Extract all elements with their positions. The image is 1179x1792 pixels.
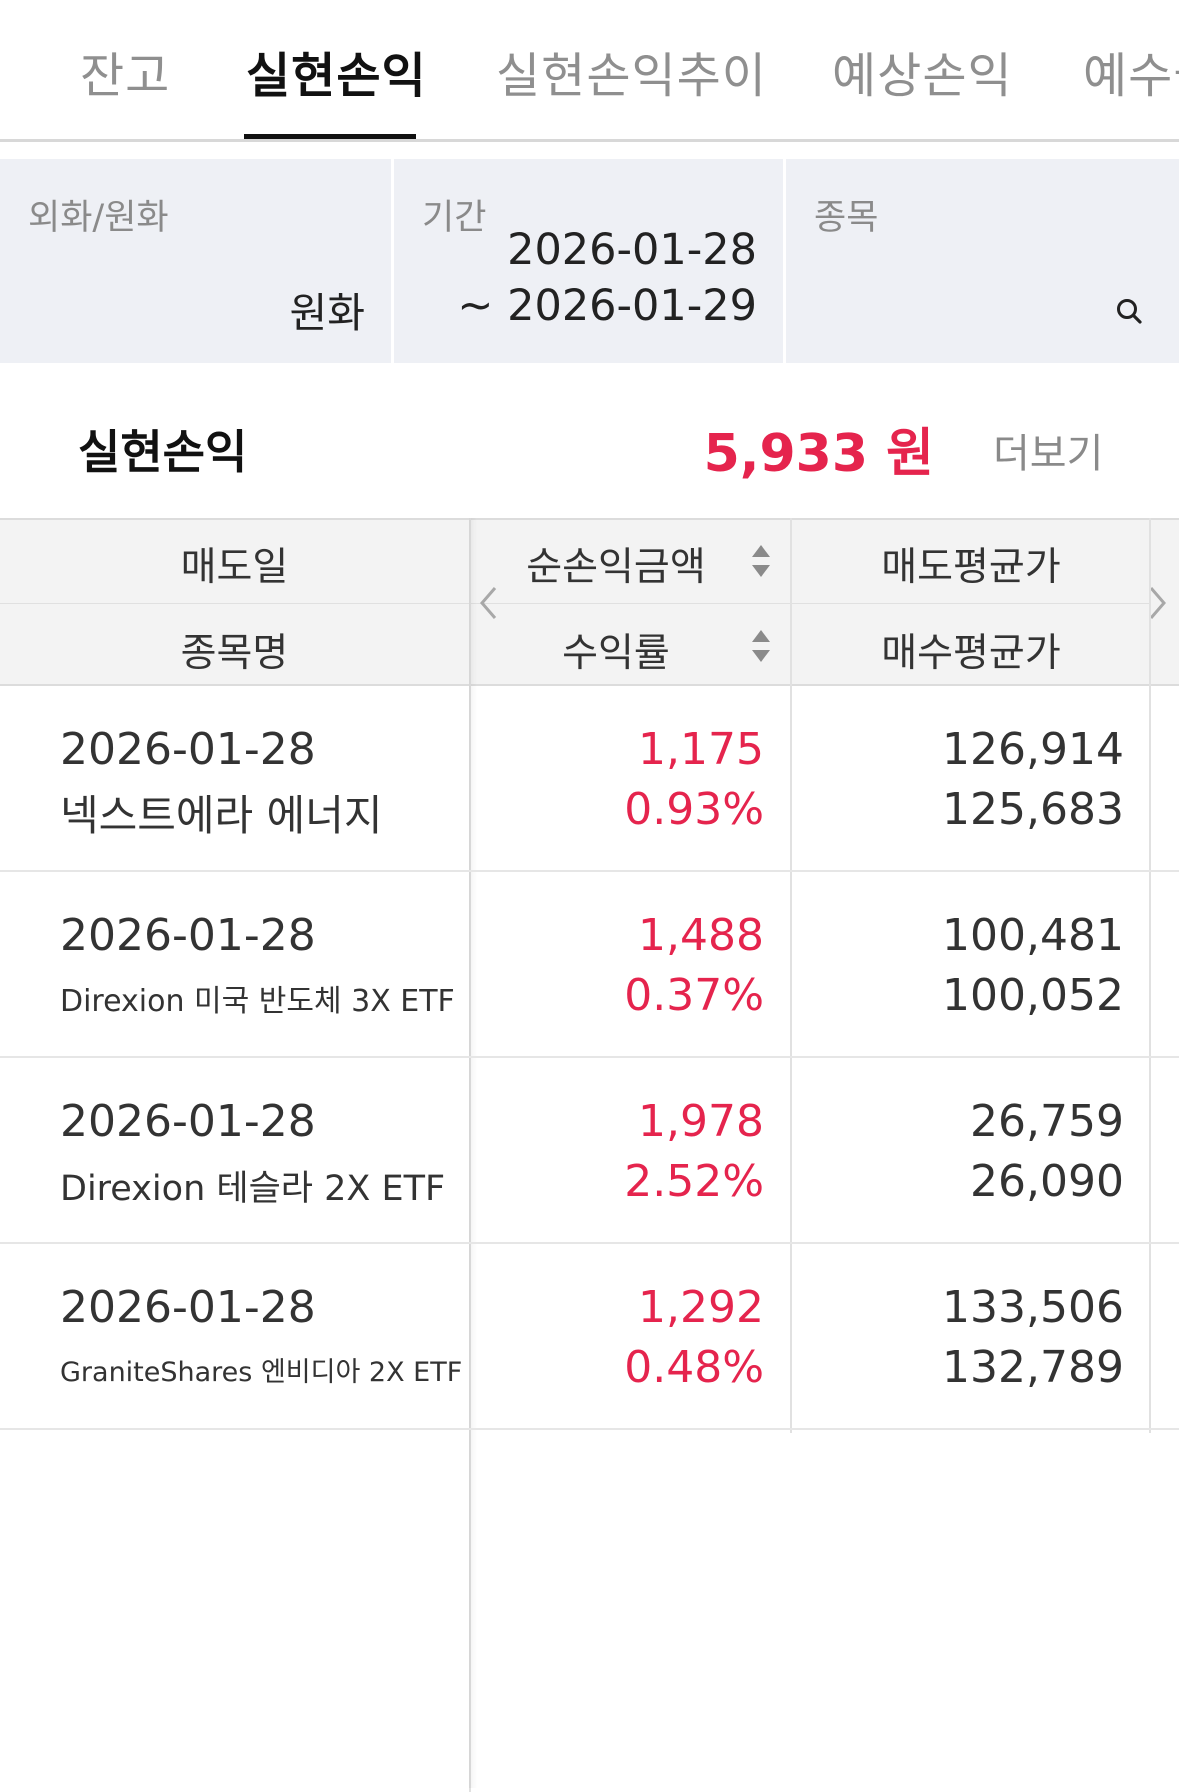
- currency-filter[interactable]: 외화/원화 원화: [0, 159, 391, 363]
- net-profit: 1,175: [638, 724, 764, 775]
- net-profit: 1,292: [638, 1282, 764, 1333]
- net-profit: 1,978: [638, 1096, 764, 1147]
- net-profit: 1,488: [638, 910, 764, 961]
- summary-amount: 5,933 원: [703, 424, 934, 484]
- tab-deposit[interactable]: 예수금: [1083, 48, 1179, 104]
- period-filter[interactable]: 기간 2026-01-28 ~ 2026-01-29: [394, 159, 783, 363]
- header-row-divider: [471, 603, 1150, 604]
- header-sell-avg: 매도평균가: [881, 545, 1061, 590]
- return-rate: 0.93%: [624, 784, 764, 835]
- chevron-right-icon[interactable]: [1148, 585, 1168, 621]
- sell-date: 2026-01-28: [60, 1282, 316, 1333]
- return-rate: 0.37%: [624, 970, 764, 1021]
- header-buy-avg: 매수평균가: [881, 631, 1061, 676]
- header-row-divider: [0, 603, 469, 604]
- sell-avg-price: 126,914: [942, 724, 1124, 775]
- sell-avg-price: 100,481: [942, 910, 1124, 961]
- sell-date: 2026-01-28: [60, 724, 316, 775]
- stock-name: Direxion 미국 반도체 3X ETF: [60, 984, 455, 1019]
- more-button[interactable]: 더보기: [993, 431, 1104, 477]
- header-net-profit[interactable]: 순손익금액: [526, 545, 706, 590]
- filter-panel: 외화/원화 원화 기간 2026-01-28 ~ 2026-01-29 종목: [0, 159, 1179, 363]
- tab-realized-pnl-trend[interactable]: 실현손익추이: [496, 48, 767, 104]
- period-end-date: ~ 2026-01-29: [457, 281, 757, 331]
- tab-divider: [0, 139, 1179, 142]
- tab-expected-pnl[interactable]: 예상손익: [832, 48, 1013, 104]
- fixed-column-divider: [469, 518, 471, 1792]
- sort-icon[interactable]: [750, 542, 772, 580]
- stock-filter-label: 종목: [814, 198, 879, 238]
- sell-date: 2026-01-28: [60, 1096, 316, 1147]
- stock-filter[interactable]: 종목: [786, 159, 1179, 363]
- active-tab-indicator: [244, 134, 416, 141]
- return-rate: 2.52%: [624, 1156, 764, 1207]
- currency-filter-label: 외화/원화: [28, 198, 169, 238]
- column-divider: [790, 518, 792, 1433]
- chevron-left-icon[interactable]: [478, 585, 498, 621]
- header-sell-date: 매도일: [180, 545, 289, 590]
- stock-name: GraniteShares 엔비디아 2X ETF: [60, 1357, 463, 1388]
- sell-date: 2026-01-28: [60, 910, 316, 961]
- search-icon[interactable]: [1115, 297, 1143, 325]
- sell-avg-price: 133,506: [942, 1282, 1124, 1333]
- table-row[interactable]: 2026-01-28 넥스트에라 에너지 1,175 0.93% 126,914…: [0, 686, 1179, 872]
- period-filter-label: 기간: [422, 198, 487, 238]
- currency-filter-value: 원화: [289, 289, 365, 337]
- buy-avg-price: 125,683: [942, 784, 1124, 835]
- buy-avg-price: 26,090: [970, 1156, 1124, 1207]
- tab-bar: 잔고 실현손익 실현손익추이 예상손익 예수금: [0, 0, 1179, 142]
- summary-title: 실현손익: [78, 425, 248, 479]
- header-stock-name: 종목명: [180, 631, 289, 676]
- stock-name: Direxion 테슬라 2X ETF: [60, 1169, 446, 1209]
- sell-avg-price: 26,759: [970, 1096, 1124, 1147]
- column-divider: [1149, 518, 1151, 1433]
- filter-divider: [783, 159, 786, 363]
- tab-realized-pnl[interactable]: 실현손익: [246, 48, 427, 104]
- period-start-date: 2026-01-28: [507, 225, 757, 275]
- buy-avg-price: 100,052: [942, 970, 1124, 1021]
- return-rate: 0.48%: [624, 1342, 764, 1393]
- stock-name: 넥스트에라 에너지: [60, 791, 383, 840]
- table-row[interactable]: 2026-01-28 Direxion 미국 반도체 3X ETF 1,488 …: [0, 872, 1179, 1058]
- header-return-rate[interactable]: 수익률: [562, 631, 670, 676]
- table-header: 매도일 종목명 순손익금액 수익률 매도평균가 매수평균가: [0, 518, 1179, 686]
- table-row[interactable]: 2026-01-28 Direxion 테슬라 2X ETF 1,978 2.5…: [0, 1058, 1179, 1244]
- fixed-column-shadow: [469, 518, 477, 1788]
- table-row[interactable]: 2026-01-28 GraniteShares 엔비디아 2X ETF 1,2…: [0, 1244, 1179, 1430]
- buy-avg-price: 132,789: [942, 1342, 1124, 1393]
- sort-icon[interactable]: [750, 627, 772, 665]
- filter-divider: [391, 159, 394, 363]
- tab-balance[interactable]: 잔고: [80, 48, 171, 104]
